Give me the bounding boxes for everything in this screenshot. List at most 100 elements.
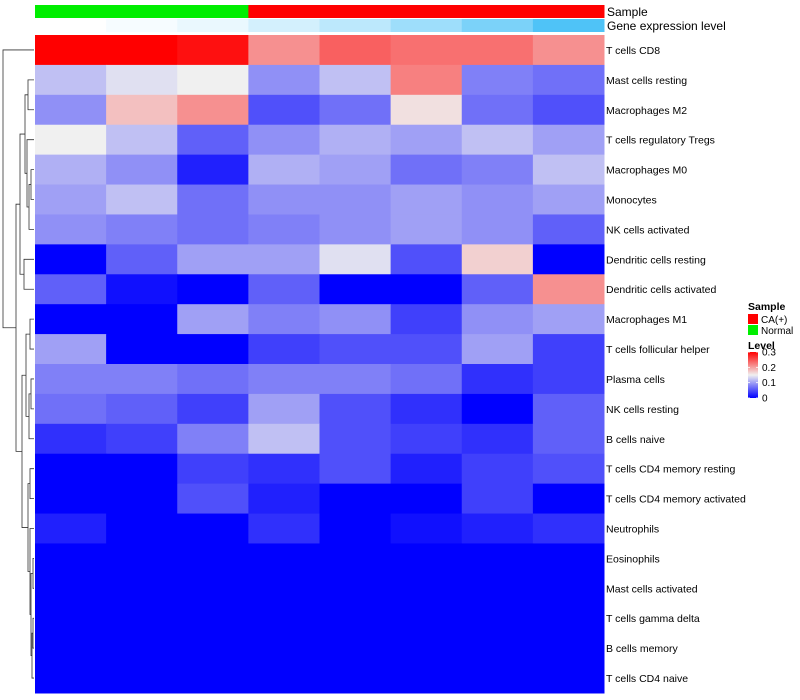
heatmap-cell — [319, 184, 392, 215]
heatmap-cell — [461, 304, 534, 335]
heatmap-cell — [461, 423, 534, 455]
annotation-cell — [106, 19, 178, 32]
annotation-cell — [532, 5, 605, 18]
heatmap-cell — [319, 543, 392, 574]
heatmap-cell — [248, 154, 320, 186]
heatmap-cell — [532, 94, 605, 126]
heatmap-cell — [461, 274, 534, 305]
heatmap-cell — [390, 334, 463, 365]
heatmap-cell — [35, 633, 107, 664]
row-label: Dendritic cells activated — [606, 284, 716, 296]
heatmap-cell — [319, 64, 392, 96]
heatmap-cell — [532, 244, 605, 275]
heatmap-cell — [35, 393, 107, 425]
legend-sample-label: Normal — [761, 326, 793, 337]
heatmap-cell — [461, 393, 534, 425]
heatmap-cell — [319, 334, 392, 365]
heatmap-cell — [532, 274, 605, 305]
annotation-cell — [106, 5, 178, 18]
heatmap-cell — [390, 124, 463, 156]
legend-swatch — [748, 314, 758, 324]
heatmap-cell — [177, 214, 249, 245]
row-label: T cells CD4 naive — [606, 673, 688, 685]
heatmap-cell — [532, 214, 605, 245]
heatmap-cell — [248, 453, 320, 485]
heatmap-cell — [461, 513, 534, 544]
heatmap-cell — [177, 483, 249, 515]
heatmap-cell — [461, 35, 534, 66]
heatmap-cell — [177, 573, 249, 604]
heatmap-cell — [177, 364, 249, 395]
heatmap-cell — [106, 483, 178, 515]
heatmap-cell — [532, 35, 605, 66]
heatmap-cell — [390, 364, 463, 395]
row-label: NK cells activated — [606, 224, 690, 236]
heatmap-cell — [35, 423, 107, 455]
row-label: T cells gamma delta — [606, 613, 700, 625]
heatmap-cell — [390, 214, 463, 245]
heatmap-cell — [248, 304, 320, 335]
heatmap-cell — [390, 274, 463, 305]
heatmap-cell — [106, 633, 178, 664]
heatmap-cell — [177, 184, 249, 215]
heatmap-cell — [35, 35, 107, 66]
legend-swatch — [748, 325, 758, 335]
heatmap-cell — [177, 154, 249, 186]
legend-sample-title: Sample — [748, 301, 786, 313]
heatmap-cell — [532, 423, 605, 455]
heatmap-cell — [106, 214, 178, 245]
heatmap-cell — [248, 35, 320, 66]
heatmap-cell — [532, 663, 605, 694]
heatmap-cell — [248, 423, 320, 455]
heatmap-cell — [106, 244, 178, 275]
heatmap-cell — [461, 543, 534, 574]
heatmap-cell — [35, 603, 107, 634]
heatmap-cell — [177, 543, 249, 574]
heatmap-cell — [390, 94, 463, 126]
heatmap-cell — [461, 334, 534, 365]
heatmap-cell — [390, 393, 463, 425]
heatmap-cell — [319, 483, 392, 515]
heatmap-cell — [390, 244, 463, 275]
heatmap-cell — [319, 304, 392, 335]
heatmap-cell — [319, 94, 392, 126]
heatmap-cell — [248, 124, 320, 156]
heatmap-cell — [532, 543, 605, 574]
heatmap-cell — [35, 663, 107, 694]
heatmap-cell — [177, 244, 249, 275]
row-label: Mast cells resting — [606, 75, 687, 87]
heatmap-cell — [106, 304, 178, 335]
heatmap-cell — [532, 154, 605, 186]
heatmap-cell — [319, 154, 392, 186]
row-label: T cells CD4 memory resting — [606, 464, 735, 476]
heatmap-cell — [177, 633, 249, 664]
heatmap-cell — [461, 483, 534, 515]
row-label: B cells naive — [606, 434, 665, 446]
heatmap-cell — [461, 633, 534, 664]
heatmap-cell — [106, 453, 178, 485]
heatmap-cell — [177, 94, 249, 126]
annotation-cell — [390, 19, 463, 32]
row-label: Dendritic cells resting — [606, 254, 706, 266]
heatmap-cell — [177, 274, 249, 305]
heatmap-cell — [390, 64, 463, 96]
heatmap-cell — [35, 573, 107, 604]
heatmap-cell — [106, 423, 178, 455]
heatmap-cell — [177, 304, 249, 335]
heatmap-cell — [390, 573, 463, 604]
heatmap-cell — [248, 244, 320, 275]
heatmap-cell — [35, 304, 107, 335]
heatmap-cell — [461, 663, 534, 694]
heatmap-cell — [177, 513, 249, 544]
heatmap-cell — [390, 603, 463, 634]
heatmap-cell — [35, 453, 107, 485]
heatmap-cell — [319, 453, 392, 485]
heatmap-cell — [461, 603, 534, 634]
heatmap-cell — [248, 334, 320, 365]
heatmap-cell — [177, 603, 249, 634]
heatmap-cell — [106, 513, 178, 544]
annotation-cell — [35, 5, 107, 18]
heatmap-cell — [390, 423, 463, 455]
heatmap-cell — [106, 184, 178, 215]
